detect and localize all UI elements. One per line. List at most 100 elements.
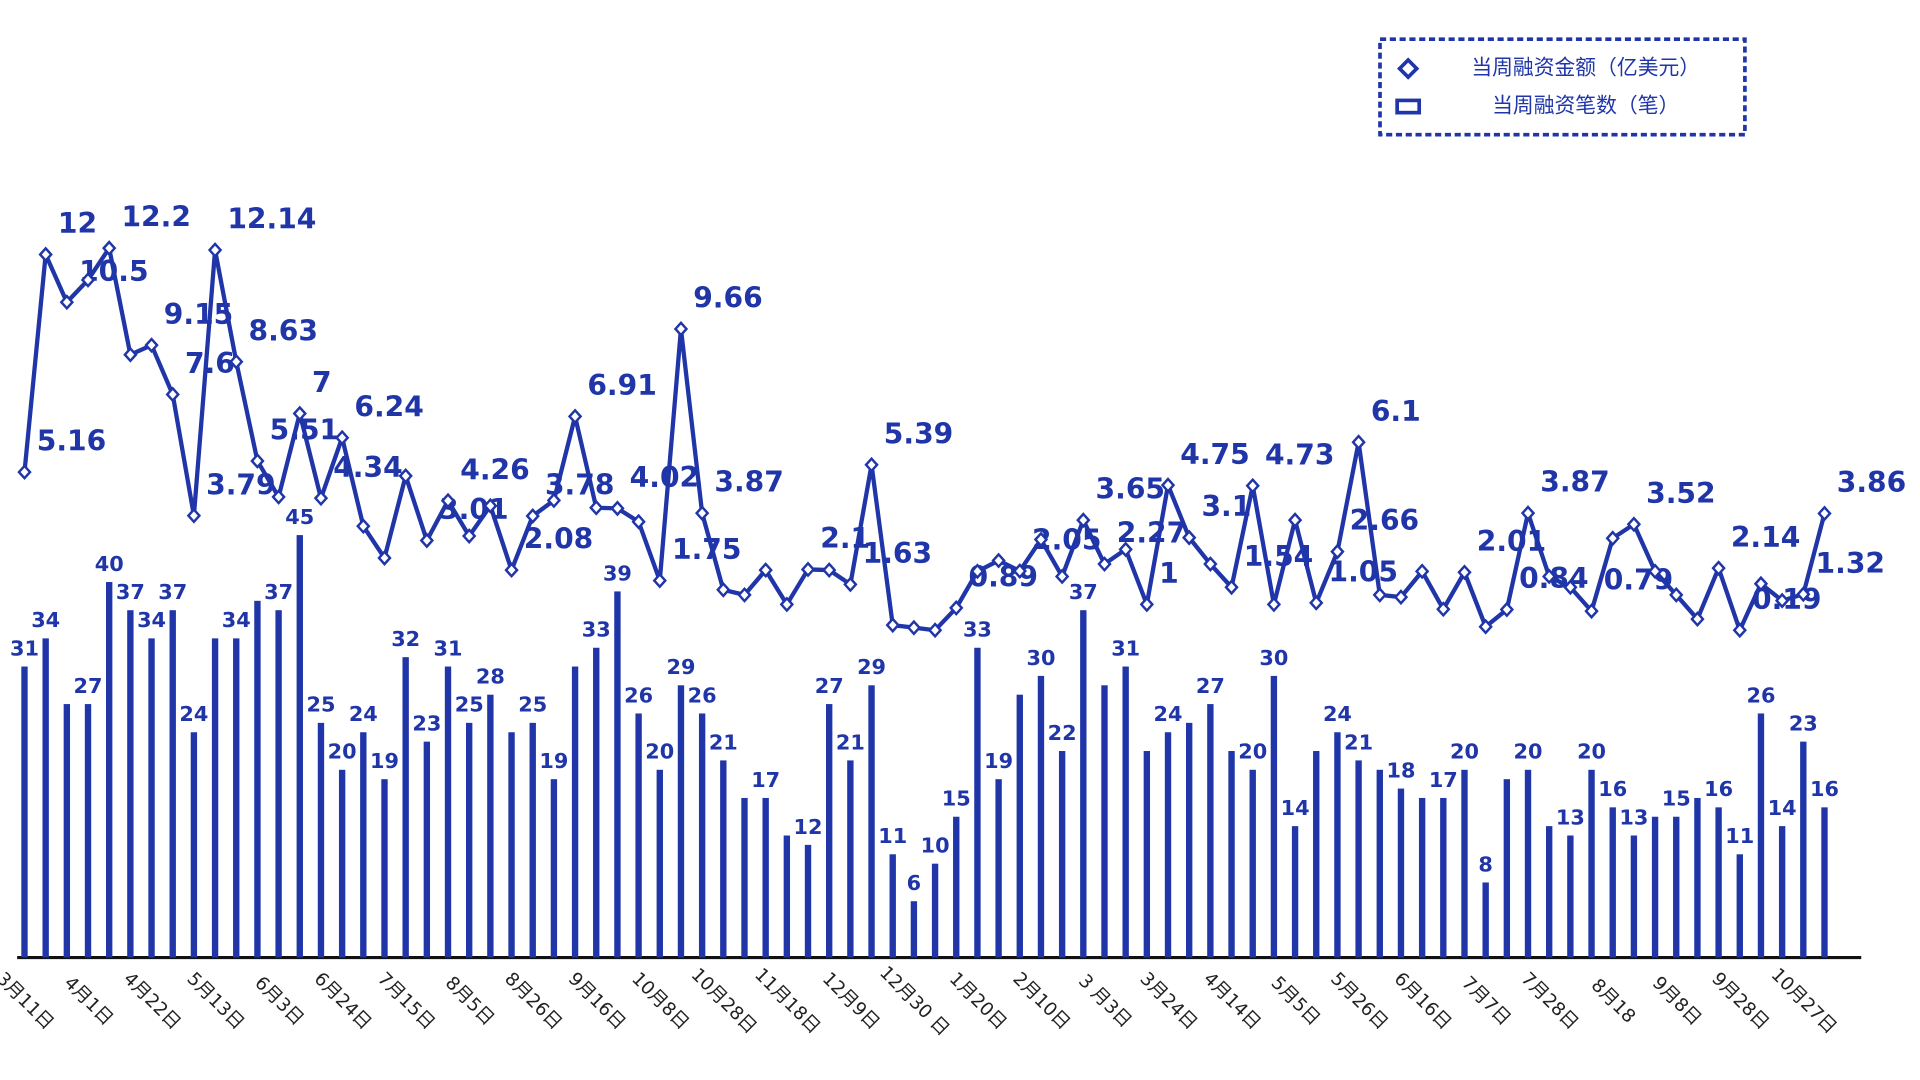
bar-value-label: 20: [1238, 740, 1267, 764]
line-value-label: 1.54: [1244, 540, 1313, 573]
bar-value-label: 20: [1450, 740, 1479, 764]
line-marker: [59, 294, 75, 311]
line-marker: [207, 242, 223, 258]
bar-value-label: 45: [285, 505, 314, 529]
bar: [550, 779, 558, 958]
bar: [635, 713, 642, 958]
bar: [1355, 760, 1362, 958]
bar-value-label: 25: [455, 693, 484, 717]
line-value-label: 1: [1159, 557, 1179, 590]
line-value-label: 1.75: [672, 533, 741, 566]
line-marker: [1012, 563, 1027, 579]
line-value-label: 2.08: [524, 523, 593, 556]
bar-value-label: 27: [74, 674, 103, 698]
bar-value-label: 11: [1725, 824, 1754, 848]
bar: [847, 760, 854, 958]
line-marker: [1626, 516, 1642, 533]
line-marker: [1139, 596, 1155, 613]
line-marker: [292, 405, 307, 422]
bar: [1503, 779, 1511, 958]
line-marker: [610, 500, 625, 517]
line-marker: [1753, 575, 1769, 592]
x-tick-label: 8月26日: [500, 968, 566, 1034]
line-marker: [17, 464, 32, 481]
bar: [571, 666, 579, 958]
bar: [42, 638, 49, 958]
bar-value-label: 29: [666, 655, 695, 679]
bar: [783, 835, 791, 958]
line-marker: [1690, 611, 1705, 628]
line-value-label: 12.2: [121, 201, 190, 234]
bar: [529, 722, 536, 958]
line-marker: [1287, 512, 1303, 529]
bar: [1461, 769, 1468, 958]
bar-value-label: 24: [179, 702, 208, 726]
bar: [1482, 882, 1489, 958]
line-marker: [1033, 531, 1049, 548]
bar-value-label: 18: [1386, 758, 1415, 782]
bar: [995, 779, 1002, 958]
bar-value-label: 19: [370, 749, 399, 773]
bar-value-label: 19: [539, 749, 568, 773]
x-tick-label: 2月10日: [1009, 968, 1075, 1034]
bar-value-label: 17: [1429, 768, 1458, 792]
line-value-label: 7: [312, 366, 332, 399]
line-value-label: 6.24: [354, 390, 423, 423]
line-marker: [1245, 477, 1260, 494]
line-marker: [1478, 618, 1493, 635]
bar-value-label: 20: [1514, 740, 1543, 764]
line-value-label: 3.79: [206, 468, 275, 501]
bar: [1821, 807, 1828, 958]
bar-value-label: 17: [751, 768, 780, 792]
line-marker: [1796, 586, 1811, 603]
line-value-label: 5.39: [884, 417, 953, 450]
x-tick-label: 5月5日: [1267, 973, 1324, 1030]
bar: [402, 657, 409, 958]
line-value-label: 0.79: [1604, 564, 1673, 597]
x-tick-label: 9月28日: [1707, 968, 1773, 1034]
line-value-label: 12.14: [227, 203, 316, 236]
line-marker: [1393, 589, 1409, 606]
line-marker: [144, 337, 159, 354]
bar: [593, 647, 600, 958]
bar: [1291, 826, 1299, 958]
line-marker: [1309, 594, 1324, 611]
bar: [1397, 788, 1405, 958]
bar: [1037, 675, 1045, 958]
bar: [127, 610, 134, 958]
bar-value-label: 24: [1154, 702, 1183, 726]
line-marker: [313, 490, 329, 507]
line-marker: [1563, 579, 1578, 596]
x-tick-label: 12月30 日: [875, 962, 953, 1040]
line-value-label: 5.16: [37, 425, 106, 458]
line-value-label: 3.65: [1096, 473, 1165, 506]
legend-label: 当周融资笔数（笔）: [1492, 94, 1679, 118]
line-value-label: 6.91: [587, 369, 656, 402]
bar: [1524, 769, 1532, 958]
line-marker: [1647, 563, 1663, 580]
line-marker: [1520, 505, 1536, 522]
bar: [381, 779, 388, 958]
bar-value-label: 34: [31, 608, 60, 632]
line-value-label: 4.26: [460, 453, 529, 486]
line-value-label: 1.32: [1816, 547, 1885, 580]
bar: [169, 610, 176, 958]
line-value-label: 5.51: [270, 414, 339, 447]
x-tick-label: 3月24日: [1136, 968, 1202, 1034]
line-marker: [250, 453, 265, 469]
bar: [677, 685, 685, 958]
line-marker: [991, 552, 1006, 569]
x-tick-label: 9月8日: [1648, 973, 1705, 1030]
line-marker: [567, 408, 583, 425]
line-marker: [652, 572, 667, 589]
bar: [190, 732, 198, 958]
bar-value-label: 15: [942, 787, 971, 811]
line-value-label: 3.52: [1646, 477, 1715, 510]
line-marker: [843, 576, 858, 593]
line-marker: [1457, 564, 1472, 581]
bar: [1207, 704, 1214, 958]
line-marker: [1817, 505, 1832, 522]
bar-value-label: 33: [963, 618, 992, 642]
bar: [974, 647, 981, 958]
